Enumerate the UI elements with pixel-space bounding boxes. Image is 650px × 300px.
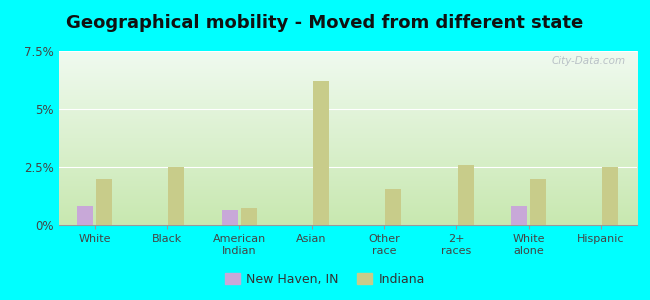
- Bar: [222, 210, 238, 225]
- Legend: New Haven, IN, Indiana: New Haven, IN, Indiana: [220, 268, 430, 291]
- Bar: [240, 208, 257, 225]
- Text: Geographical mobility - Moved from different state: Geographical mobility - Moved from diffe…: [66, 14, 584, 32]
- Bar: [96, 178, 112, 225]
- Bar: [385, 189, 401, 225]
- Bar: [530, 178, 546, 225]
- Bar: [77, 206, 93, 225]
- Bar: [458, 165, 474, 225]
- Text: City-Data.com: City-Data.com: [551, 56, 625, 66]
- Bar: [168, 167, 185, 225]
- Bar: [511, 206, 527, 225]
- Bar: [313, 81, 329, 225]
- Bar: [603, 167, 618, 225]
